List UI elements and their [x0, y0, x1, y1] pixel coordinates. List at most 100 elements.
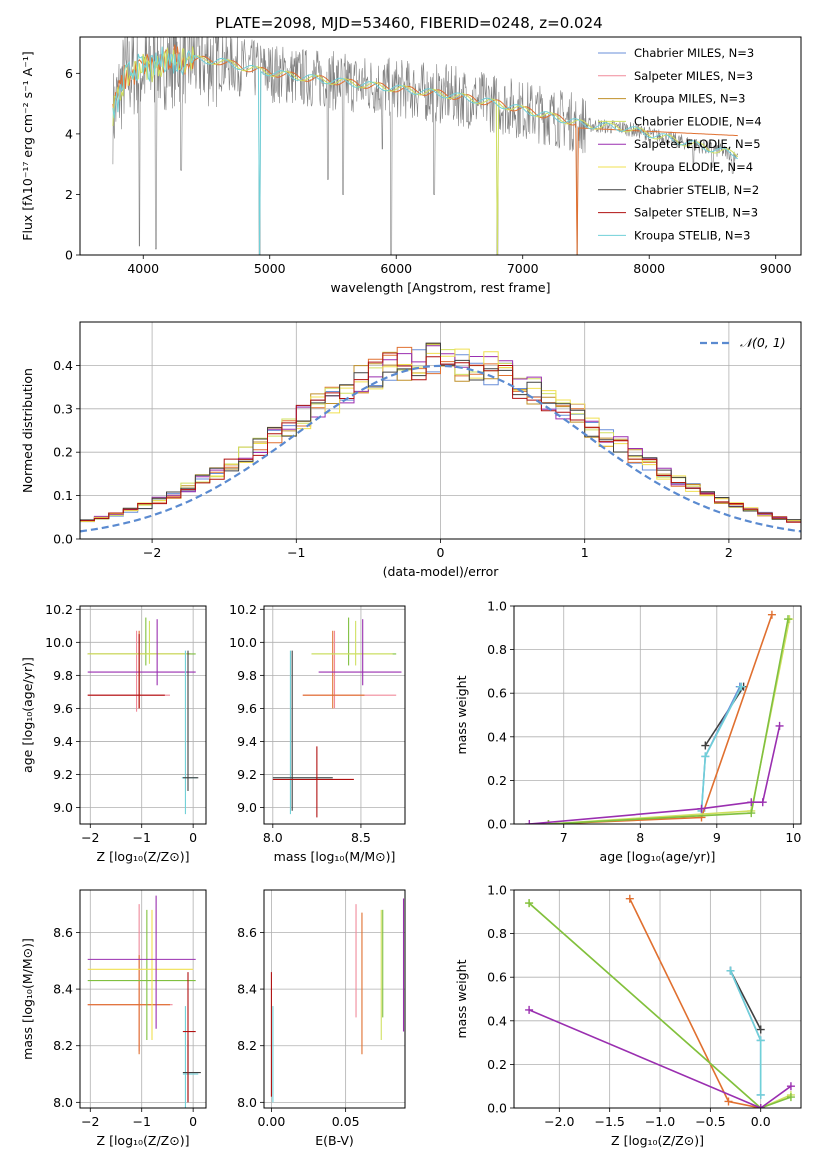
errorbars [272, 617, 402, 818]
x-tick-label: −2 [81, 830, 99, 845]
legend-label: Kroupa STELIB, N=3 [634, 228, 751, 242]
observed-spectrum [112, 37, 739, 255]
weight-marker [525, 1005, 534, 1014]
gaussian-curve [80, 364, 801, 533]
weight-series [529, 725, 781, 824]
y-tick-label: 0.6 [487, 686, 507, 701]
x-axis-label: Z [log₁₀(Z/Z⊙)] [97, 849, 190, 864]
x-tick-label: 0 [437, 545, 445, 560]
y-tick-label: 0.6 [487, 970, 507, 985]
y-tick-label: 0.4 [487, 1013, 507, 1028]
weight-series [629, 898, 761, 1108]
weight-marker [747, 798, 756, 807]
y-tick-label: 0.2 [487, 1057, 507, 1072]
x-tick-label: −2 [143, 545, 161, 560]
x-tick-label: 0.05 [332, 1114, 360, 1129]
weight-marker [701, 741, 710, 750]
errorbars [270, 898, 405, 1103]
x-axis-label: (data-model)/error [383, 564, 500, 579]
weight-marker [775, 721, 784, 730]
spectrum-traces [112, 37, 739, 255]
y-tick-label: 1.0 [487, 883, 507, 898]
y-tick-label: 0.8 [487, 642, 507, 657]
x-tick-label: 8 [636, 830, 644, 845]
x-tick-label: 9 [713, 830, 721, 845]
y-tick-label: 0.2 [487, 773, 507, 788]
y-tick-label: 0.0 [53, 532, 73, 547]
y-tick-label: 8.6 [237, 925, 257, 940]
legend-label: Kroupa ELODIE, N=4 [634, 160, 753, 174]
x-tick-label: 1 [581, 545, 589, 560]
x-axis-label: E(B-V) [315, 1133, 354, 1148]
weight-marker [758, 798, 767, 807]
y-tick-label: 1.0 [487, 599, 507, 614]
legend-label: Salpeter MILES, N=3 [634, 69, 753, 83]
x-tick-label: −1 [132, 1114, 150, 1129]
axes-frame [513, 889, 802, 1109]
y-tick-label: 10.2 [229, 602, 257, 617]
x-tick-label: 8000 [633, 261, 665, 276]
x-tick-label: 10 [785, 830, 801, 845]
weight-marker [786, 1082, 795, 1091]
weight-marker [756, 1104, 765, 1108]
weight-marker [525, 820, 534, 824]
chart-title: PLATE=2098, MJD=53460, FIBERID=0248, z=0… [215, 14, 602, 32]
x-tick-label: −1.0 [645, 1114, 675, 1129]
y-tick-label: 9.4 [53, 734, 73, 749]
weight-series [729, 970, 762, 1095]
x-axis-label: wavelength [Angstrom, rest frame] [330, 280, 550, 295]
y-axis-label: mass weight [454, 959, 469, 1038]
y-tick-label: 8.2 [53, 1038, 73, 1053]
y-tick-label: 9.0 [53, 800, 73, 815]
x-tick-label: 0.00 [257, 1114, 285, 1129]
legend-label: Chabrier MILES, N=3 [634, 46, 754, 60]
legend-label: Kroupa MILES, N=3 [634, 92, 746, 106]
y-tick-label: 9.8 [53, 668, 73, 683]
weight-lines [525, 610, 794, 824]
axes-frame [513, 605, 802, 825]
y-tick-label: 9.4 [237, 734, 257, 749]
x-tick-label: 2 [725, 545, 733, 560]
y-axis-label: Flux [fλ10⁻¹⁷ erg cm⁻² s⁻¹ A⁻¹] [20, 51, 35, 240]
axes-frame [263, 889, 406, 1109]
y-tick-label: 9.8 [237, 668, 257, 683]
y-tick-label: 4 [65, 126, 73, 141]
weight-series [700, 686, 743, 811]
weight-marker [701, 752, 710, 761]
weight-marker [724, 1097, 733, 1106]
y-tick-label: 0.8 [487, 926, 507, 941]
weight-marker [756, 1036, 765, 1045]
x-tick-label: 5000 [254, 261, 286, 276]
y-tick-label: 8.0 [53, 1095, 73, 1110]
x-tick-label: −2 [81, 1114, 99, 1129]
x-tick-label: 7 [560, 830, 568, 845]
weight-marker [726, 966, 735, 975]
y-tick-label: 2 [65, 187, 73, 202]
errorbars [87, 617, 199, 815]
legend-label: Salpeter ELODIE, N=5 [634, 137, 761, 151]
weight-marker [767, 610, 776, 619]
x-tick-label: −1 [132, 830, 150, 845]
x-tick-label: 0 [189, 830, 197, 845]
y-tick-label: 0.3 [53, 401, 73, 416]
y-tick-label: 8.6 [53, 925, 73, 940]
x-tick-label: 6000 [380, 261, 412, 276]
x-tick-label: 0 [189, 1114, 197, 1129]
x-tick-label: −0.5 [695, 1114, 725, 1129]
axes-frame [79, 36, 802, 256]
weight-marker [625, 894, 634, 903]
y-tick-label: 10.0 [229, 635, 257, 650]
y-tick-label: 0.4 [487, 729, 507, 744]
weight-marker [544, 820, 553, 824]
y-tick-label: 9.6 [53, 701, 73, 716]
errorbars [87, 895, 201, 1108]
y-tick-label: 9.2 [53, 767, 73, 782]
weight-lines [525, 894, 795, 1108]
y-tick-label: 0.1 [53, 488, 73, 503]
legend-label: 𝒩(0, 1) [740, 335, 786, 350]
y-tick-label: 8.0 [237, 1095, 257, 1110]
histogram-series [80, 342, 801, 521]
axes-frame [79, 605, 207, 825]
x-tick-label: −1.5 [594, 1114, 624, 1129]
